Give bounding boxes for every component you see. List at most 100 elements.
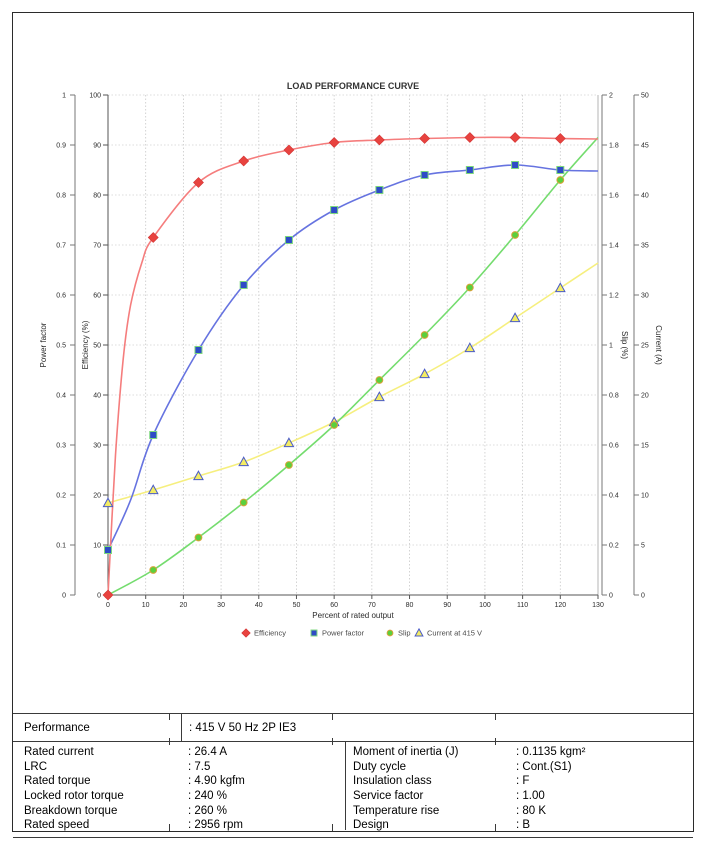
spec-value: : 0.1135 kgm² (516, 746, 586, 759)
current-at-415-v-marker (373, 391, 385, 402)
spec-label: Locked rotor torque (24, 790, 124, 803)
efficiency-tick-label: 90 (93, 143, 101, 150)
efficiency-curve (107, 136, 599, 596)
x-tick-label: 70 (368, 602, 376, 609)
spec-value: : 260 % (188, 804, 227, 817)
efficiency-legend-marker (241, 628, 251, 638)
efficiency-marker (102, 589, 114, 601)
x-tick-label: 60 (330, 602, 338, 609)
current-tick-label: 20 (641, 393, 649, 400)
table-rule-tick (332, 713, 333, 720)
x-tick-label: 100 (479, 602, 491, 609)
slip-tick-label: 1.6 (609, 193, 619, 200)
efficiency-tick-label: 70 (93, 243, 101, 250)
power-factor-tick-label: 0 (62, 593, 66, 600)
table-row: Locked rotor torque: 240 % Service factor… (13, 789, 693, 804)
chart-title: LOAD PERFORMANCE CURVE (287, 81, 419, 91)
spec-value: : 7.5 (188, 760, 211, 773)
slip-tick-label: 0.4 (609, 493, 619, 500)
table-row: Performance : 415 V 50 Hz 2P IE3 (13, 713, 693, 742)
current-tick-label: 10 (641, 493, 649, 500)
spec-label: Insulation class (353, 775, 432, 788)
current-at-415-v-legend-marker (414, 627, 424, 637)
power-factor-tick-label: 0.2 (56, 493, 66, 500)
efficiency-marker (283, 144, 295, 156)
spec-label: Temperature rise (353, 804, 440, 817)
efficiency-tick-label: 40 (93, 393, 101, 400)
efficiency-marker (238, 155, 250, 167)
x-tick-label: 110 (517, 602, 528, 609)
slip-tick-label: 0.8 (609, 393, 619, 400)
slip-tick-label: 1.2 (609, 293, 619, 300)
current-at-415-v-marker (419, 368, 431, 379)
x-tick-label: 40 (255, 602, 263, 609)
current-at-415-v-marker (238, 456, 250, 467)
table-rule-tick (495, 713, 496, 720)
x-axis-title: Percent of rated output (312, 611, 394, 620)
slip-curve (107, 136, 599, 596)
efficiency-tick-label: 30 (93, 443, 101, 450)
power-factor-tick-label: 0.6 (56, 293, 66, 300)
spec-value: : 2956 rpm (188, 819, 243, 832)
x-tick-label: 20 (179, 602, 187, 609)
spec-value: : 80 K (516, 804, 547, 817)
slip-marker (420, 331, 429, 339)
power-factor-tick-label: 0.8 (56, 193, 66, 200)
power-factor-marker (511, 161, 520, 169)
table-divider (345, 741, 346, 830)
x-tick-label: 10 (142, 602, 150, 609)
current-tick-label: 30 (641, 293, 649, 300)
page-border (12, 12, 694, 832)
power-factor-marker (465, 166, 474, 174)
x-tick-label: 130 (592, 602, 604, 609)
current-tick-label: 0 (641, 593, 645, 600)
x-tick-label: 0 (106, 602, 110, 609)
current-tick-label: 40 (641, 193, 649, 200)
spec-label: Rated speed (24, 819, 90, 832)
efficiency-marker (193, 177, 204, 188)
efficiency-marker (464, 132, 476, 143)
current-at-415-v-legend-label: Current at 415 V (427, 629, 482, 638)
current-at-415-v-marker (283, 437, 295, 448)
table-rule-tick (169, 824, 170, 831)
spec-label: Performance (24, 721, 90, 734)
slip-marker (330, 421, 339, 429)
current-at-415-v-marker (102, 497, 114, 508)
efficiency-tick-label: 10 (93, 543, 101, 550)
power-factor-marker (420, 171, 429, 179)
slip-marker (465, 283, 474, 292)
slip-marker (375, 376, 384, 384)
current-at-415-v-marker (193, 470, 204, 481)
x-tick-label: 90 (443, 602, 451, 609)
table-rule-tick (169, 713, 170, 720)
slip-axis-title: Slip (%) (620, 331, 629, 359)
power-factor-legend-marker (310, 629, 318, 637)
slip-legend-marker (386, 629, 394, 637)
efficiency-marker (373, 134, 385, 146)
current-tick-label: 5 (641, 543, 645, 550)
spec-value: : 1.00 (516, 790, 545, 803)
efficiency-marker (419, 133, 431, 144)
current-at-415-v-curve (107, 262, 599, 504)
power-factor-marker (556, 166, 565, 174)
slip-marker (194, 533, 203, 542)
spec-value: : 415 V 50 Hz 2P IE3 (181, 714, 693, 741)
table-row: Rated torque: 4.90 kgfm Insulation class:… (13, 774, 693, 789)
slip-marker (149, 566, 158, 574)
power-factor-tick-label: 0.1 (56, 543, 66, 550)
power-factor-tick-label: 0.9 (56, 143, 66, 150)
slip-marker (511, 231, 519, 239)
slip-marker (285, 461, 293, 469)
slip-tick-label: 1.8 (609, 143, 619, 150)
power-factor-axis-title: Power factor (39, 322, 48, 367)
table-rule-tick (332, 824, 333, 831)
efficiency-marker (147, 232, 159, 243)
current-tick-label: 15 (641, 443, 649, 450)
x-tick-label: 30 (217, 602, 225, 609)
x-tick-label: 120 (554, 602, 566, 609)
power-factor-tick-label: 0.4 (56, 393, 66, 400)
spec-value: : B (516, 819, 531, 832)
slip-tick-label: 1 (609, 343, 613, 350)
spec-label: Rated current (24, 746, 94, 759)
